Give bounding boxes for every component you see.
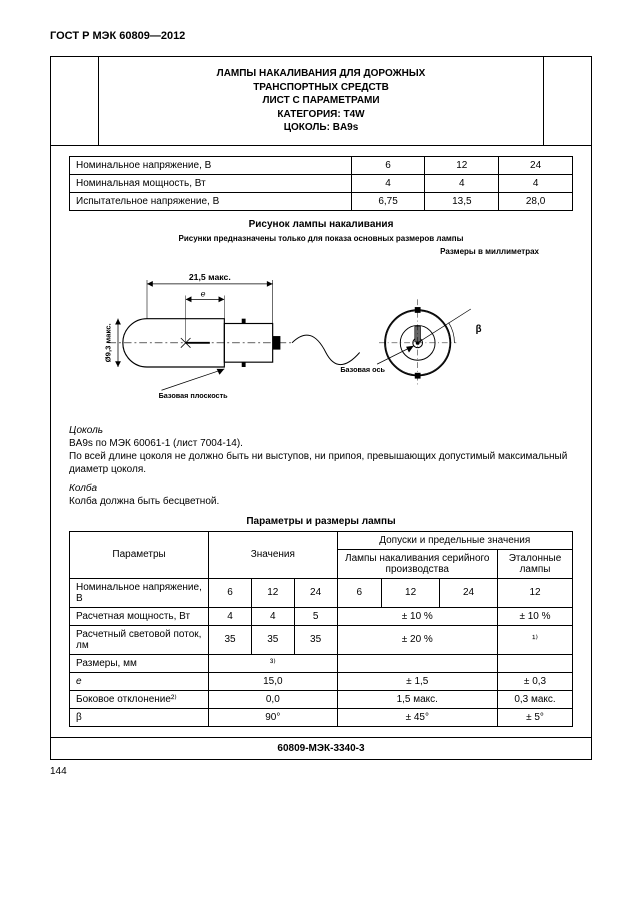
cell: ¹⁾ (498, 625, 573, 654)
cell: ± 1,5 (337, 672, 498, 690)
cell: 12 (425, 156, 499, 174)
table-row: Размеры, мм ³⁾ (70, 654, 573, 672)
cell: 12 (251, 578, 294, 607)
table-row: Боковое отклонение²⁾ 0,0 1,5 макс. 0,3 м… (70, 690, 573, 708)
cell: 1,5 макс. (337, 690, 498, 708)
voltage-table: Номинальное напряжение, В61224 Номинальн… (69, 156, 573, 211)
cell: 6 (351, 156, 425, 174)
cell: Номинальное напряжение, В (70, 578, 209, 607)
title-box: ЛАМПЫ НАКАЛИВАНИЯ ДЛЯ ДОРОЖНЫХ ТРАНСПОРТ… (99, 57, 543, 145)
cell: 4 (251, 607, 294, 625)
cell: ± 0,3 (498, 672, 573, 690)
svg-text:Базовая плоскость: Базовая плоскость (159, 390, 229, 399)
fig-units: Размеры в миллиметрах (69, 247, 539, 256)
th-params: Параметры (70, 531, 209, 578)
cell: Размеры, мм (70, 654, 209, 672)
cell: 4 (425, 174, 499, 192)
svg-text:β: β (476, 324, 482, 335)
svg-text:e: e (201, 288, 206, 298)
lamp-diagram: 21,5 макс. e Ø9,3 макс. Базовая плоскост… (89, 258, 553, 418)
th-prod: Лампы накаливания серийного производства (337, 549, 498, 578)
title-l4: КАТЕГОРИЯ: T4W (105, 108, 537, 122)
table-row: Расчетный световой поток, лм 353535 ± 20… (70, 625, 573, 654)
bulb-body: Колба должна быть бесцветной. (69, 496, 219, 507)
page-number: 144 (50, 766, 592, 777)
cell: 13,5 (425, 192, 499, 210)
svg-text:21,5 макс.: 21,5 макс. (189, 272, 231, 282)
cell: ± 10 % (498, 607, 573, 625)
cell: 4 (499, 174, 573, 192)
th-tol: Допуски и предельные значения (337, 531, 572, 549)
cell-label: Номинальное напряжение, В (70, 156, 352, 174)
outer-frame: ЛАМПЫ НАКАЛИВАНИЯ ДЛЯ ДОРОЖНЫХ ТРАНСПОРТ… (50, 56, 592, 760)
svg-text:Ø9,3 макс.: Ø9,3 макс. (103, 323, 112, 362)
th-values: Значения (209, 531, 337, 578)
bulb-head: Колба (69, 483, 97, 494)
th-ref: Эталонные лампы (498, 549, 573, 578)
cell: 35 (209, 625, 252, 654)
cell (498, 654, 573, 672)
cap-body: По всей длине цоколя не должно быть ни в… (69, 451, 567, 475)
cell: 15,0 (209, 672, 337, 690)
cell: Расчетный световой поток, лм (70, 625, 209, 654)
cap-head: Цоколь (69, 425, 103, 436)
table-row: Номинальная мощность, Вт444 (70, 174, 573, 192)
note-cap: Цоколь BA9s по МЭК 60061-1 (лист 7004-14… (69, 424, 573, 476)
diagram-svg: 21,5 макс. e Ø9,3 макс. Базовая плоскост… (89, 258, 553, 418)
title-row: ЛАМПЫ НАКАЛИВАНИЯ ДЛЯ ДОРОЖНЫХ ТРАНСПОРТ… (51, 57, 591, 146)
fig-title: Рисунок лампы накаливания (69, 219, 573, 230)
cell: 4 (351, 174, 425, 192)
cell: 24 (294, 578, 337, 607)
title-l1: ЛАМПЫ НАКАЛИВАНИЯ ДЛЯ ДОРОЖНЫХ (105, 67, 537, 81)
table2-title: Параметры и размеры лампы (69, 516, 573, 527)
cell: 12 (498, 578, 573, 607)
cell: 6 (337, 578, 382, 607)
title-spacer-left (51, 57, 99, 145)
fig-sub: Рисунки предназначены только для показа … (69, 234, 573, 243)
title-l5: ЦОКОЛЬ: BA9s (105, 121, 537, 135)
cell: e (70, 672, 209, 690)
cell: 4 (209, 607, 252, 625)
cell: ± 10 % (337, 607, 498, 625)
cell-label: Номинальная мощность, Вт (70, 174, 352, 192)
params-table: Параметры Значения Допуски и предельные … (69, 531, 573, 727)
footer-code: 60809-МЭК-3340-3 (51, 737, 591, 759)
note-bulb: Колба Колба должна быть бесцветной. (69, 482, 573, 508)
cell: 5 (294, 607, 337, 625)
table-row: β 90° ± 45° ± 5° (70, 708, 573, 726)
cell: ± 45° (337, 708, 498, 726)
cell: 24 (499, 156, 573, 174)
cell-label: Испытательное напряжение, В (70, 192, 352, 210)
svg-text:Базовая ось: Базовая ось (340, 364, 385, 373)
title-l3: ЛИСТ С ПАРАМЕТРАМИ (105, 94, 537, 108)
cell: 0,0 (209, 690, 337, 708)
cell: 6,75 (351, 192, 425, 210)
table-row: Расчетная мощность, Вт 445 ± 10 % ± 10 % (70, 607, 573, 625)
cell (337, 654, 498, 672)
cell: 35 (251, 625, 294, 654)
cell: ± 5° (498, 708, 573, 726)
table-row: e 15,0 ± 1,5 ± 0,3 (70, 672, 573, 690)
cell: 35 (294, 625, 337, 654)
cell: ± 20 % (337, 625, 498, 654)
cell: 12 (382, 578, 440, 607)
cap-line: BA9s по МЭК 60061-1 (лист 7004-14). (69, 438, 243, 449)
cell: 0,3 макс. (498, 690, 573, 708)
cell: Расчетная мощность, Вт (70, 607, 209, 625)
title-l2: ТРАНСПОРТНЫХ СРЕДСТВ (105, 81, 537, 95)
table-row: Параметры Значения Допуски и предельные … (70, 531, 573, 549)
table-row: Номинальное напряжение, В 61224 61224 12 (70, 578, 573, 607)
cell: 28,0 (499, 192, 573, 210)
doc-header: ГОСТ Р МЭК 60809—2012 (50, 30, 592, 42)
cell: ³⁾ (209, 654, 337, 672)
title-spacer-right (543, 57, 591, 145)
cell: 90° (209, 708, 337, 726)
table-row: Номинальное напряжение, В61224 (70, 156, 573, 174)
table-row: Испытательное напряжение, В6,7513,528,0 (70, 192, 573, 210)
cell: 24 (440, 578, 498, 607)
cell: Боковое отклонение²⁾ (70, 690, 209, 708)
cell: 6 (209, 578, 252, 607)
cell: β (70, 708, 209, 726)
